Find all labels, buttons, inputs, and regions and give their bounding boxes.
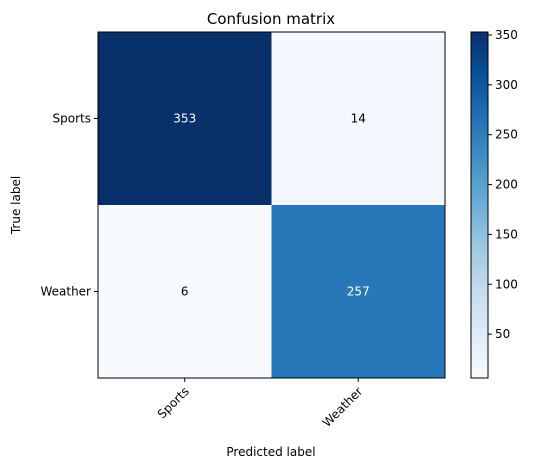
colorbar-ticks: 50 100 150 200 250 300 350 [488, 28, 518, 341]
colorbar [470, 31, 489, 379]
heatmap-cell [271, 205, 445, 378]
heatmap-cells: 353 14 6 257 [98, 32, 445, 378]
colorbar-tick-label: 100 [495, 277, 518, 291]
cell-value-label: 353 [173, 112, 196, 126]
x-axis-ticks: Sports Weather [155, 378, 366, 430]
cell-value-label: 6 [181, 285, 189, 299]
y-tick-label: Sports [53, 112, 91, 126]
colorbar-tick-label: 50 [495, 327, 510, 341]
heatmap-cell [271, 32, 445, 205]
x-axis-label: Predicted label [226, 445, 315, 459]
chart-title: Confusion matrix [207, 10, 335, 28]
colorbar-tick-label: 350 [495, 28, 518, 42]
colorbar-tick-label: 200 [495, 178, 518, 192]
colorbar-tick-label: 250 [495, 128, 518, 142]
colorbar-tick-label: 300 [495, 78, 518, 92]
y-axis-label: True label [9, 176, 23, 235]
cell-value-label: 14 [351, 112, 366, 126]
x-tick-label: Weather [320, 384, 366, 430]
x-tick-label: Sports [155, 384, 192, 421]
plot-frame [97, 31, 446, 379]
heatmap-cell [98, 205, 272, 378]
y-tick-label: Weather [40, 285, 91, 299]
colorbar-tick-label: 150 [495, 227, 518, 241]
cell-value-label: 257 [347, 285, 370, 299]
y-axis-ticks: Sports Weather [40, 112, 98, 299]
heatmap-cell [98, 32, 272, 205]
